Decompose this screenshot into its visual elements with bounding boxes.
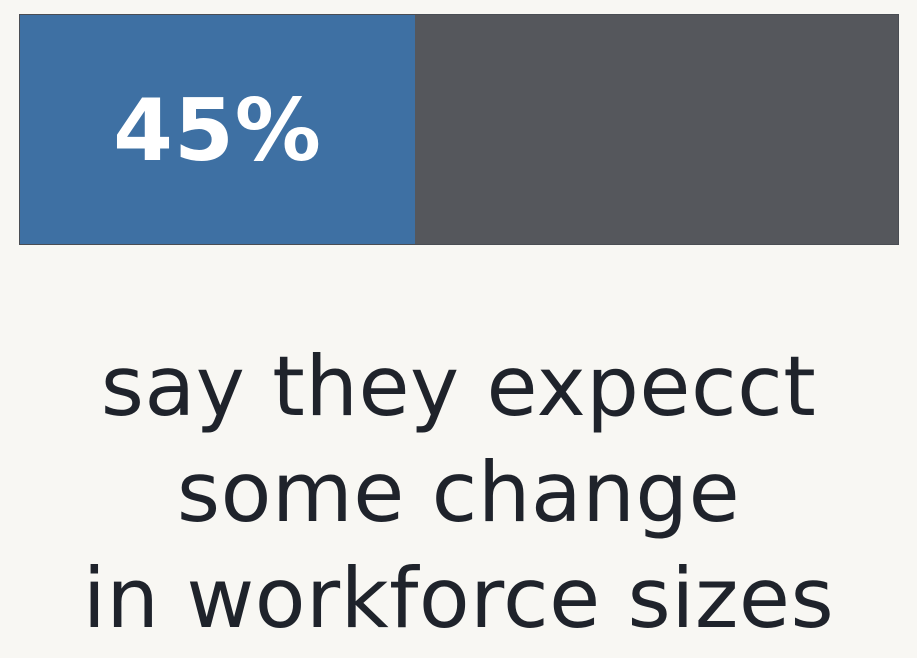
bar-remainder-segment [415,15,898,244]
progress-bar: 45% [19,14,899,245]
bar-filled-segment: 45% [20,15,416,244]
caption-line-1: say they expecct [100,338,817,435]
caption-line-3: in workforce sizes [82,550,835,647]
caption-line-2: some change [176,444,741,541]
caption: say they expecct some change in workforc… [0,334,917,652]
percentage-label: 45% [113,80,322,181]
